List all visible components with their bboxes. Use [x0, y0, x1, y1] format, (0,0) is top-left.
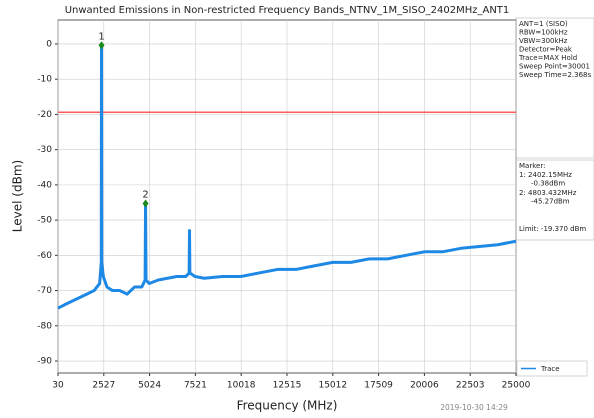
y-tick-label: -20 — [37, 110, 52, 120]
y-tick-label: -90 — [37, 357, 52, 367]
x-tick-label: 7521 — [184, 381, 207, 391]
info-text: ANT=1 (SISO)RBW=100kHzVBW=300kHzDetector… — [518, 20, 591, 79]
marker — [142, 199, 149, 208]
x-tick-label: 30 — [52, 381, 64, 391]
info-line: Trace=MAX Hold — [518, 54, 577, 62]
y-tick-label: -80 — [37, 321, 52, 331]
trace-line — [57, 43, 517, 310]
marker-label: 1 — [98, 31, 104, 42]
marker-title: Marker: — [519, 162, 545, 170]
marker-level: -0.38dBm — [531, 180, 565, 188]
x-tick-label: 17509 — [364, 381, 393, 391]
marker-level: -45.27dBm — [531, 198, 570, 206]
y-tick-label: 0 — [46, 39, 52, 49]
marker — [98, 41, 105, 50]
x-tick-label: 10018 — [227, 381, 256, 391]
x-tick-label: 20006 — [410, 381, 439, 391]
x-tick-label: 12515 — [273, 381, 302, 391]
info-line: Detector=Peak — [519, 46, 573, 54]
x-tick-label: 2527 — [92, 381, 115, 391]
y-axis-label: Level (dBm) — [11, 160, 25, 232]
x-tick-label: 25000 — [502, 381, 531, 391]
y-tick-label: -50 — [37, 216, 52, 226]
y-tick-label: -10 — [37, 75, 52, 85]
y-tick-label: -40 — [37, 180, 52, 190]
marker-freq: 1: 2402.15MHz — [519, 171, 572, 179]
x-tick-label: 15012 — [318, 381, 347, 391]
info-line: Sweep Point=30001 — [519, 63, 590, 71]
info-line: ANT=1 (SISO) — [519, 20, 568, 28]
marker-freq: 2: 4803.432MHz — [519, 189, 577, 197]
info-line: RBW=100kHz — [519, 29, 568, 37]
info-line: VBW=300kHz — [519, 37, 568, 45]
x-tick-label: 22503 — [456, 381, 485, 391]
y-tick-label: -30 — [37, 145, 52, 155]
marker-label: 2 — [142, 189, 148, 200]
legend-label: Trace — [540, 365, 560, 373]
x-axis-label: Frequency (MHz) — [237, 399, 338, 413]
chart-title: Unwanted Emissions in Non-restricted Fre… — [65, 5, 510, 16]
x-tick-label: 5024 — [138, 381, 161, 391]
timestamp: 2019-10-30 14:29 — [440, 403, 508, 412]
y-tick-label: -60 — [37, 251, 52, 261]
y-tick-label: -70 — [37, 286, 52, 296]
info-line: Sweep Time=2.368s — [519, 71, 591, 79]
limit-label: Limit: -19.370 dBm — [519, 225, 586, 233]
legend — [516, 360, 588, 377]
